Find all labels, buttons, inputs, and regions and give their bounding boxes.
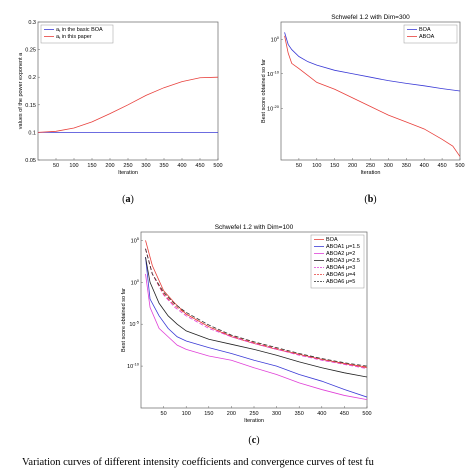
x-tick-label: 250 bbox=[249, 411, 258, 417]
legend-entry: ABOA2 μ=2 bbox=[326, 251, 355, 257]
x-tick-label: 150 bbox=[87, 163, 96, 169]
x-tick-label: 400 bbox=[317, 411, 326, 417]
series-group bbox=[284, 32, 460, 157]
plot-frame bbox=[280, 21, 461, 161]
y-axis-label: Best score obtained so far bbox=[121, 288, 127, 352]
x-tick-label: 150 bbox=[204, 411, 213, 417]
x-tick-label: 200 bbox=[105, 163, 114, 169]
chart-panel-1: 50 100 150 200 250 300 350 400 450 500 0.05 0.1 0.15… bbox=[18, 20, 223, 205]
series-group bbox=[38, 76, 218, 133]
legend-entry: ABOA bbox=[419, 34, 435, 40]
panel-label: (b) bbox=[364, 194, 376, 205]
legend-entry: ABOA3 μ=2.5 bbox=[326, 258, 360, 264]
x-tick-label: 50 bbox=[53, 163, 59, 169]
y-tick-label: 0.2 bbox=[28, 75, 36, 81]
x-tick-label: 500 bbox=[213, 163, 222, 169]
y-tick-label: 0.25 bbox=[25, 48, 36, 54]
caption-text: Variation curves of different intensity … bbox=[22, 457, 374, 468]
legend-box bbox=[403, 24, 458, 44]
x-tick-label: 350 bbox=[295, 411, 304, 417]
y-axis-label: Best score obtained so far bbox=[261, 59, 267, 123]
series-line-2 bbox=[284, 35, 460, 157]
plot-frame bbox=[37, 21, 219, 161]
x-axis-label: Iteration bbox=[361, 170, 381, 176]
x-tick-label: 300 bbox=[384, 163, 393, 169]
series-line-4 bbox=[145, 257, 367, 378]
y-tick-label: 0.1 bbox=[28, 130, 36, 136]
x-tick-label: 200 bbox=[348, 163, 357, 169]
x-tick-label: 150 bbox=[330, 163, 339, 169]
legend-entry: ABOA4 μ=3 bbox=[326, 265, 355, 271]
y-tick-label: 10-10 bbox=[267, 69, 280, 78]
x-tick-label: 450 bbox=[438, 163, 447, 169]
series-line-3 bbox=[145, 273, 367, 401]
series-line-2 bbox=[145, 257, 367, 398]
y-tick-label: 0.3 bbox=[28, 20, 36, 26]
legend-entry: ABOA5 μ=4 bbox=[326, 272, 355, 278]
series-group bbox=[145, 240, 367, 401]
x-tick-label: 500 bbox=[362, 411, 371, 417]
y-tick-label: 10-20 bbox=[267, 104, 280, 113]
x-tick-label: 400 bbox=[177, 163, 186, 169]
legend-entry: BOA bbox=[419, 27, 431, 33]
x-tick-label: 50 bbox=[161, 411, 167, 417]
x-tick-label: 200 bbox=[227, 411, 236, 417]
legend-entry: ABOA6 μ=5 bbox=[326, 279, 355, 285]
panel-label: (a) bbox=[122, 194, 134, 205]
y-tick-label: 0.05 bbox=[25, 158, 36, 164]
series-line-2 bbox=[38, 76, 218, 133]
x-tick-label: 100 bbox=[182, 411, 191, 417]
figure-caption: Variation curves of different intensity … bbox=[22, 452, 472, 470]
x-tick-label: 400 bbox=[420, 163, 429, 169]
series-line-7 bbox=[145, 248, 367, 367]
x-tick-label: 100 bbox=[312, 163, 321, 169]
y-tick-label: 10-5 bbox=[129, 320, 139, 329]
legend-entry: ABOA1 μ=1.5 bbox=[326, 244, 360, 250]
chart-panel-2: 50 100 150 200 250 300 350 400 450 500 100 10-10 10-… bbox=[261, 14, 465, 205]
x-tick-label: 50 bbox=[296, 163, 302, 169]
x-tick-label: 100 bbox=[69, 163, 78, 169]
x-tick-label: 350 bbox=[402, 163, 411, 169]
x-tick-label: 250 bbox=[123, 163, 132, 169]
y-tick-label: 0.15 bbox=[25, 103, 36, 109]
y-axis-label: values of the power exponent a bbox=[18, 52, 24, 129]
y-tick-label: 10-10 bbox=[127, 362, 140, 371]
x-tick-label: 300 bbox=[272, 411, 281, 417]
x-tick-label: 250 bbox=[366, 163, 375, 169]
x-tick-label: 450 bbox=[195, 163, 204, 169]
legend-box bbox=[310, 234, 365, 289]
legend-entry: BOA bbox=[326, 237, 338, 243]
x-tick-label: 350 bbox=[159, 163, 168, 169]
y-tick-label: 100 bbox=[271, 35, 280, 44]
chart-title: Schwefel 1.2 with Dim=300 bbox=[331, 14, 410, 21]
x-tick-label: 500 bbox=[455, 163, 464, 169]
x-tick-label: 300 bbox=[141, 163, 150, 169]
chart-title: Schwefel 1.2 with Dim=100 bbox=[215, 224, 294, 231]
series-line-5 bbox=[145, 248, 367, 370]
panel-label: (c) bbox=[248, 435, 259, 446]
y-tick-label: 100 bbox=[131, 278, 140, 287]
legend-entry: at in the basic BOA bbox=[56, 27, 103, 33]
x-axis-label: Iteration bbox=[244, 418, 264, 424]
series-line-1 bbox=[284, 32, 460, 92]
chart-panel-3: 50 100 150 200 250 300 350 400 450 500 105 100 10-5 1… bbox=[121, 224, 372, 446]
legend-entry: at in this paper bbox=[56, 34, 92, 40]
x-tick-label: 450 bbox=[340, 411, 349, 417]
x-axis-label: Iteration bbox=[118, 170, 138, 176]
y-tick-label: 105 bbox=[131, 236, 140, 245]
series-line-6 bbox=[145, 248, 367, 368]
legend-box bbox=[40, 24, 114, 44]
